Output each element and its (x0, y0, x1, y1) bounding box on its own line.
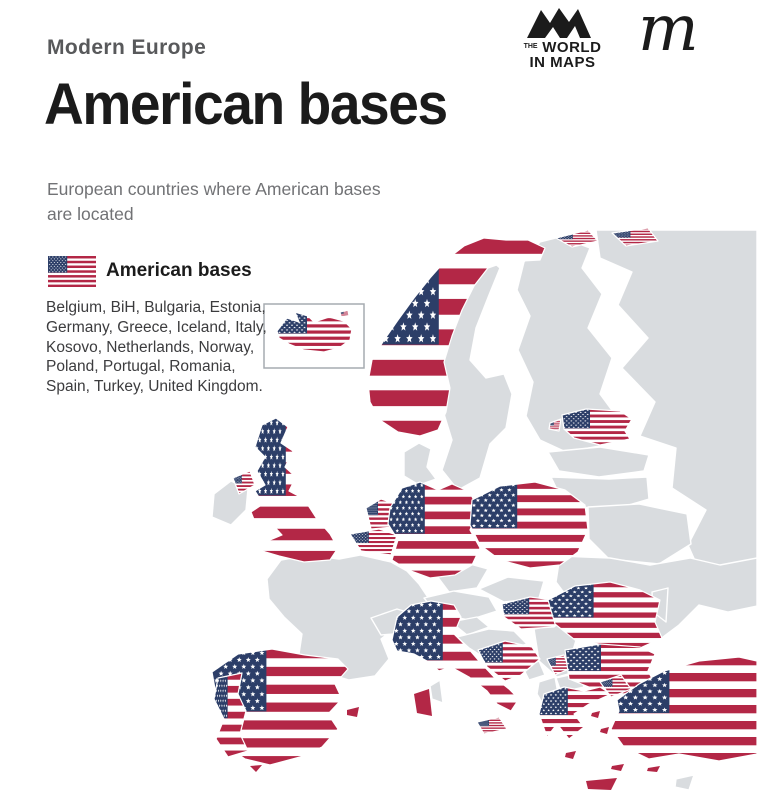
legend-flag-swatch (48, 256, 96, 287)
map-region-turkey (610, 656, 757, 762)
map-region-cyprus (674, 774, 695, 791)
map-region-denmark (403, 442, 437, 486)
map-region-belarus (587, 503, 692, 565)
map-region-poland (469, 481, 589, 569)
map-region-turkey-europe (599, 674, 632, 698)
world-in-maps-logo-icon (526, 8, 591, 38)
map-region-france (266, 554, 430, 681)
flag-countries (211, 227, 757, 766)
map-region-iceland (276, 311, 353, 353)
map-region-latvia (547, 446, 650, 478)
map-region-sardinia (414, 689, 432, 716)
page-title: American bases (44, 72, 448, 137)
map-region-crete (586, 778, 617, 790)
world-in-maps-logo: THE WORLD IN MAPS (495, 6, 630, 70)
map-region-svalbard (611, 227, 659, 247)
aegean-island (611, 764, 624, 771)
aegean-island (647, 766, 660, 772)
map-region-svalbard (555, 229, 599, 248)
map-region-romania (547, 581, 663, 649)
countries-list: Belgium, BiH, Bulgaria, Estonia, Germany… (46, 299, 267, 396)
iceland-inset (263, 303, 365, 369)
map-region-greece (538, 686, 612, 740)
map-region-estonia (561, 408, 633, 446)
logo-in-maps: IN MAPS (529, 54, 596, 71)
page-subtitle: European countries where American bases … (47, 179, 381, 224)
map-region-sicily (476, 716, 508, 735)
map-kicker: Modern Europe (47, 36, 207, 59)
aegean-island (600, 727, 609, 734)
map-region-slovenia (450, 616, 490, 636)
map-region-corsica (429, 679, 444, 704)
map-region-italy (391, 600, 520, 712)
map-region-mallorca (347, 707, 359, 717)
aegean-island (591, 711, 600, 718)
map-region-united-kingdom (250, 417, 339, 563)
map-region-germany (387, 481, 481, 579)
map-region-estonia-islands (548, 418, 562, 432)
map-region-norway (367, 237, 546, 437)
map-region-portugal (213, 672, 249, 758)
logo-the: THE (523, 43, 538, 50)
map-region-belgium (349, 528, 398, 556)
map-region-iceland-fragment (339, 309, 350, 318)
monogram-m-icon: m (638, 0, 699, 66)
map-region-northern-ireland (232, 470, 256, 495)
map-region-slovakia (478, 576, 545, 603)
legend-label: American bases (106, 260, 252, 281)
map-region-gibraltar (250, 765, 262, 772)
aegean-island (565, 751, 576, 759)
logo-world: WORLD (542, 39, 602, 56)
map-region-bosnia-herzegovina (477, 640, 541, 682)
